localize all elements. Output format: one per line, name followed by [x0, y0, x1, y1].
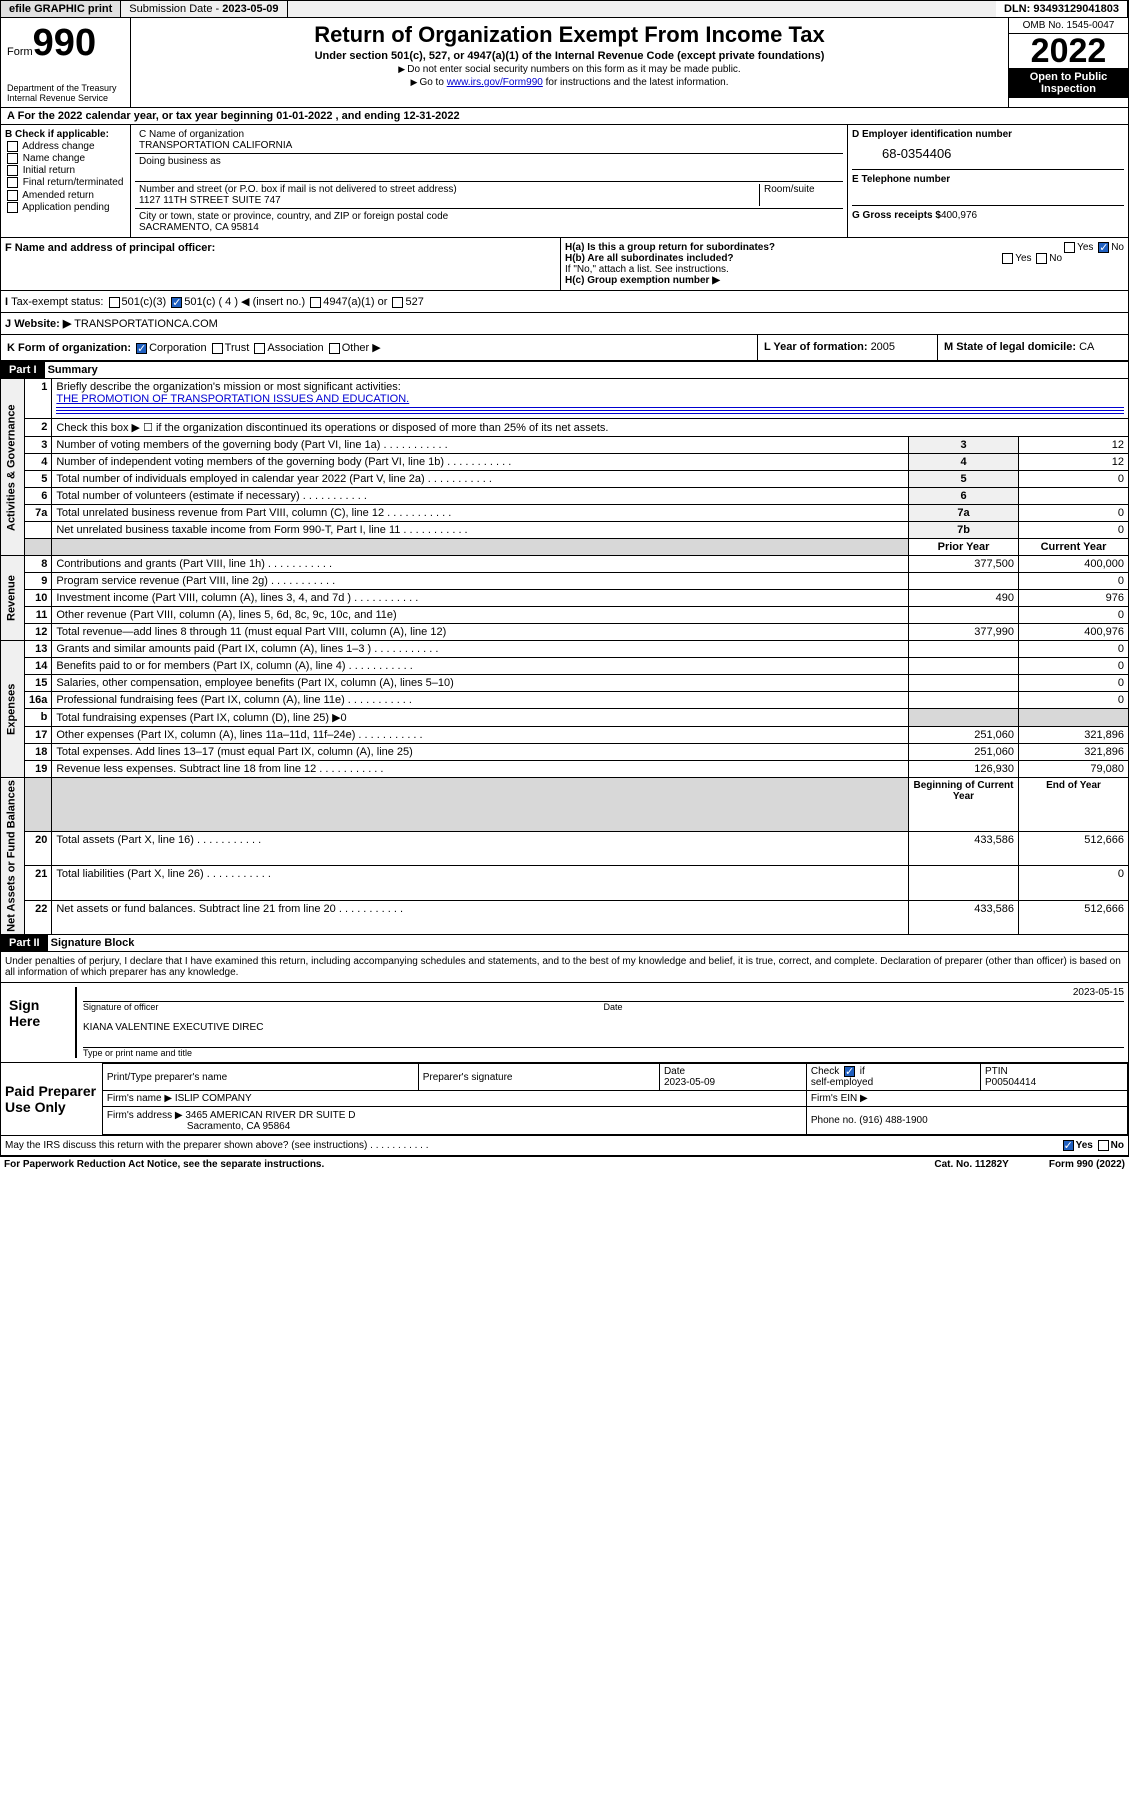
declaration: Under penalties of perjury, I declare th… — [0, 952, 1129, 983]
row-6: 6Total number of volunteers (estimate if… — [1, 488, 1129, 505]
org-name: TRANSPORTATION CALIFORNIA — [139, 140, 292, 151]
org-city: SACRAMENTO, CA 95814 — [139, 222, 259, 233]
goto-note: Go to www.irs.gov/Form990 for instructio… — [135, 77, 1004, 88]
form-title: Return of Organization Exempt From Incom… — [135, 22, 1004, 48]
efile-button[interactable]: efile GRAPHIC print — [1, 1, 121, 17]
section-i: I Tax-exempt status: 501(c)(3) 501(c) ( … — [1, 291, 561, 312]
form-subtitle: Under section 501(c), 527, or 4947(a)(1)… — [135, 50, 1004, 62]
form-number: 990 — [33, 22, 96, 64]
chk-name-change[interactable]: Name change — [5, 153, 126, 164]
sign-date: 2023-05-15 — [395, 987, 1124, 998]
row-3: 3Number of voting members of the governi… — [1, 437, 1129, 454]
ssn-note: Do not enter social security numbers on … — [135, 64, 1004, 75]
firm-address: 3465 AMERICAN RIVER DR SUITE D — [185, 1110, 355, 1121]
chk-final[interactable]: Final return/terminated — [5, 177, 126, 188]
form-header: Form990 Department of the Treasury Inter… — [0, 18, 1129, 108]
vtab-activities: Activities & Governance — [1, 379, 25, 556]
gross-receipts: 400,976 — [941, 210, 977, 221]
chk-address-change[interactable]: Address change — [5, 141, 126, 152]
section-f: F Name and address of principal officer: — [5, 242, 215, 254]
ein: 68-0354406 — [882, 146, 1124, 161]
row-4: 4Number of independent voting members of… — [1, 454, 1129, 471]
paid-preparer-label: Paid Preparer Use Only — [1, 1063, 102, 1135]
submission-date: Submission Date - 2023-05-09 — [121, 1, 287, 17]
top-bar: efile GRAPHIC print Submission Date - 20… — [0, 0, 1129, 18]
section-l: L Year of formation: 2005 — [758, 335, 938, 360]
chk-initial[interactable]: Initial return — [5, 165, 126, 176]
row-7b: Net unrelated business taxable income fr… — [1, 522, 1129, 539]
open-inspection: Open to Public Inspection — [1009, 68, 1128, 98]
vtab-revenue: Revenue — [1, 556, 25, 641]
part1-table: Part I Summary Activities & Governance 1… — [0, 361, 1129, 935]
sign-here-label: Sign Here — [5, 987, 75, 1058]
line-a: A For the 2022 calendar year, or tax yea… — [1, 108, 466, 124]
footer: For Paperwork Reduction Act Notice, see … — [0, 1156, 1129, 1172]
firm-name: ISLIP COMPANY — [175, 1093, 252, 1104]
chk-amended[interactable]: Amended return — [5, 190, 126, 201]
section-j: J Website: ▶ TRANSPORTATIONCA.COM — [1, 313, 1128, 334]
mission-text: THE PROMOTION OF TRANSPORTATION ISSUES A… — [56, 393, 409, 405]
vtab-netassets: Net Assets or Fund Balances — [1, 778, 25, 935]
chk-pending[interactable]: Application pending — [5, 202, 126, 213]
entity-block: B Check if applicable: Address change Na… — [0, 125, 1129, 238]
irs-link[interactable]: www.irs.gov/Form990 — [447, 77, 543, 88]
form-word: Form — [7, 46, 33, 58]
section-c: C Name of organizationTRANSPORTATION CAL… — [131, 125, 848, 237]
officer-name: KIANA VALENTINE EXECUTIVE DIREC — [83, 1022, 1124, 1033]
section-h: H(a) Is this a group return for subordin… — [561, 238, 1128, 290]
section-d-e-g: D Employer identification number 68-0354… — [848, 125, 1128, 237]
discuss-row: May the IRS discuss this return with the… — [0, 1136, 1129, 1156]
row-5: 5Total number of individuals employed in… — [1, 471, 1129, 488]
firm-phone: (916) 488-1900 — [859, 1115, 927, 1126]
section-k: K Form of organization: Corporation Trus… — [1, 335, 758, 360]
tax-year: 2022 — [1009, 34, 1128, 68]
section-m: M State of legal domicile: CA — [938, 335, 1128, 360]
dln: DLN: 93493129041803 — [996, 1, 1128, 17]
org-address: 1127 11TH STREET SUITE 747 — [139, 195, 281, 206]
section-b: B Check if applicable: Address change Na… — [1, 125, 131, 237]
dept-label: Department of the Treasury Internal Reve… — [7, 83, 124, 103]
ptin: P00504414 — [985, 1077, 1036, 1088]
vtab-expenses: Expenses — [1, 641, 25, 778]
preparer-table: Print/Type preparer's namePreparer's sig… — [102, 1063, 1128, 1135]
row-7a: 7aTotal unrelated business revenue from … — [1, 505, 1129, 522]
